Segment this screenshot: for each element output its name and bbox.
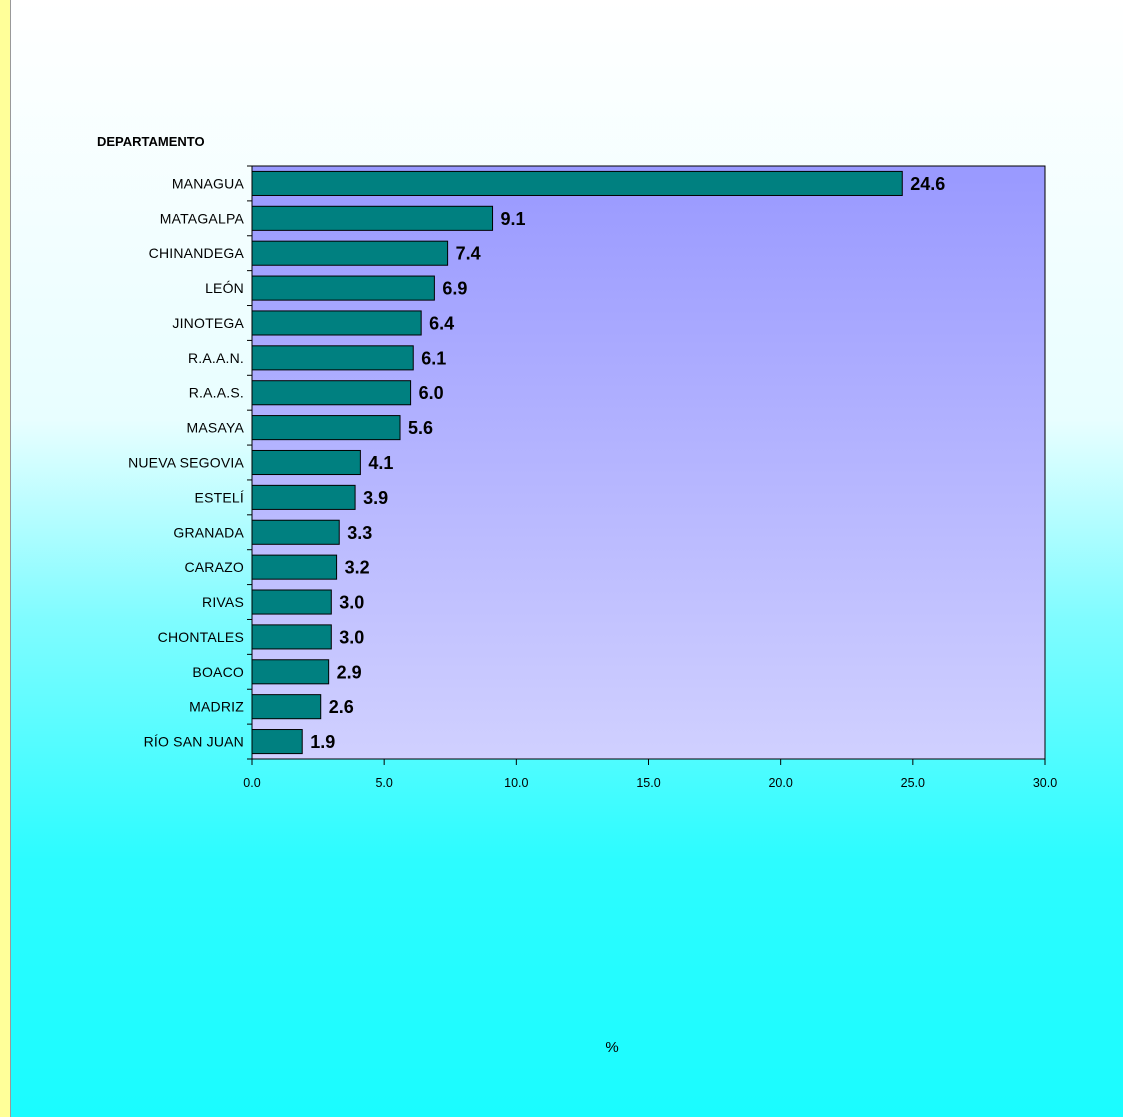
category-label: NUEVA SEGOVIA bbox=[128, 455, 244, 471]
bar-jinotega bbox=[251, 310, 422, 336]
value-label: 3.2 bbox=[345, 558, 370, 578]
value-label: 3.3 bbox=[347, 523, 372, 543]
bar-león bbox=[251, 275, 435, 301]
value-label: 3.0 bbox=[339, 593, 364, 613]
category-label: MADRIZ bbox=[189, 699, 244, 715]
x-tick-label: 25.0 bbox=[901, 776, 925, 790]
bar-río-san-juan bbox=[251, 729, 303, 755]
category-label: MATAGALPA bbox=[160, 210, 245, 226]
x-tick-label: 30.0 bbox=[1033, 776, 1057, 790]
y-axis: MANAGUA MATAGALPA CHINANDEGA LEÓN JINOTEGA R.… bbox=[128, 165, 252, 760]
bar-boaco bbox=[251, 659, 330, 685]
category-label: ESTELÍ bbox=[195, 489, 244, 505]
x-tick-label: 20.0 bbox=[768, 776, 792, 790]
bar-matagalpa bbox=[251, 205, 494, 231]
x-axis: 0.0 5.0 10.0 15.0 20.0 25.0 30.0 bbox=[243, 759, 1057, 790]
category-label: CHONTALES bbox=[158, 629, 244, 645]
value-label: 6.9 bbox=[442, 279, 467, 299]
category-label: CHINANDEGA bbox=[149, 245, 245, 261]
value-label: 6.0 bbox=[419, 383, 444, 403]
category-label: JINOTEGA bbox=[172, 315, 244, 331]
value-label: 7.4 bbox=[456, 244, 481, 264]
bars-group: 24.6 9.1 7.4 6.9 6.4 6.1 6.0 5.6 4.1 3.9 3.3 3.2 3.0… bbox=[251, 170, 945, 755]
category-label: MASAYA bbox=[187, 420, 245, 436]
bar-chontales bbox=[251, 624, 332, 650]
bar-masaya bbox=[251, 415, 401, 441]
category-label: RÍO SAN JUAN bbox=[144, 734, 244, 750]
bar-estelí bbox=[251, 484, 356, 510]
category-label: BOACO bbox=[192, 664, 244, 680]
bar-rivas bbox=[251, 589, 332, 615]
bar-chinandega bbox=[251, 240, 449, 266]
value-label: 2.9 bbox=[337, 662, 362, 682]
x-tick-label: 5.0 bbox=[375, 776, 392, 790]
value-label: 5.6 bbox=[408, 418, 433, 438]
bar-r-a-a-s- bbox=[251, 380, 412, 406]
x-axis-title: % bbox=[605, 1039, 618, 1056]
value-label: 6.4 bbox=[429, 313, 454, 333]
bar-carazo bbox=[251, 554, 338, 580]
x-tick-label: 0.0 bbox=[243, 776, 260, 790]
category-label: MANAGUA bbox=[172, 175, 245, 191]
bar-madriz bbox=[251, 694, 322, 720]
value-label: 3.0 bbox=[339, 627, 364, 647]
value-label: 4.1 bbox=[368, 453, 393, 473]
category-label: RIVAS bbox=[202, 594, 244, 610]
value-label: 1.9 bbox=[310, 732, 335, 752]
category-label: LEÓN bbox=[205, 280, 244, 296]
value-label: 2.6 bbox=[329, 697, 354, 717]
bar-chart: DEPARTAMENTO 24.6 9.1 7.4 6.9 6.4 6.1 6.0 5.6 4.… bbox=[97, 134, 1057, 1056]
value-label: 3.9 bbox=[363, 488, 388, 508]
category-label: R.A.A.S. bbox=[189, 385, 244, 401]
bar-managua bbox=[251, 170, 903, 196]
bar-r-a-a-n- bbox=[251, 345, 414, 371]
x-tick-label: 10.0 bbox=[504, 776, 528, 790]
value-label: 24.6 bbox=[910, 174, 945, 194]
y-axis-title: DEPARTAMENTO bbox=[97, 134, 205, 149]
category-label: CARAZO bbox=[184, 559, 244, 575]
x-tick-label: 15.0 bbox=[636, 776, 660, 790]
category-label: GRANADA bbox=[173, 524, 244, 540]
value-label: 9.1 bbox=[501, 209, 526, 229]
bar-nueva-segovia bbox=[251, 449, 361, 476]
category-label: R.A.A.N. bbox=[188, 350, 244, 366]
bar-granada bbox=[251, 519, 340, 545]
value-label: 6.1 bbox=[421, 348, 446, 368]
chart-frame: DEPARTAMENTO 24.6 9.1 7.4 6.9 6.4 6.1 6.0 5.6 4.… bbox=[10, 0, 1123, 1117]
